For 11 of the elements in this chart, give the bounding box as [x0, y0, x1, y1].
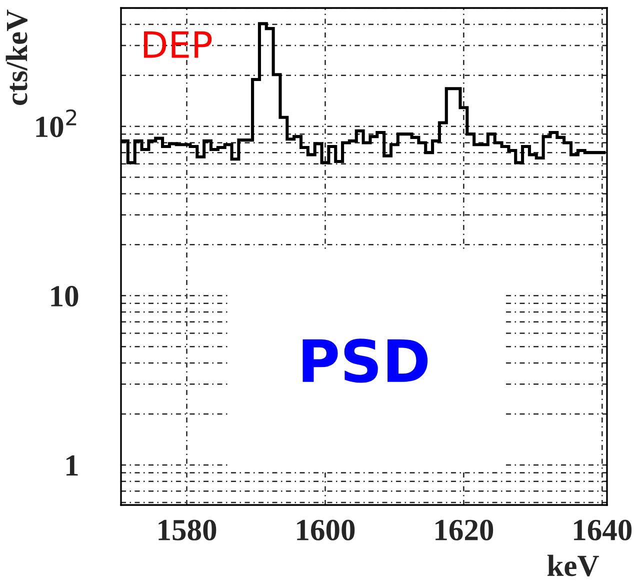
- annotation: DEP: [144, 31, 212, 58]
- y-tick-label: 10: [51, 286, 78, 307]
- x-axis-title: keV: [547, 554, 599, 576]
- x-tick-label: 1640: [574, 520, 632, 540]
- annotation: PSD: [302, 338, 428, 383]
- x-tick-label: 1580: [158, 520, 216, 540]
- x-tick-label: 1620: [436, 520, 494, 540]
- y-tick-label: 10$^{2}$: [36, 109, 76, 138]
- x-tick-label: 1600: [297, 520, 355, 540]
- y-axis-title: cts/keV: [6, 10, 28, 106]
- y-tick-label: 1: [66, 455, 78, 476]
